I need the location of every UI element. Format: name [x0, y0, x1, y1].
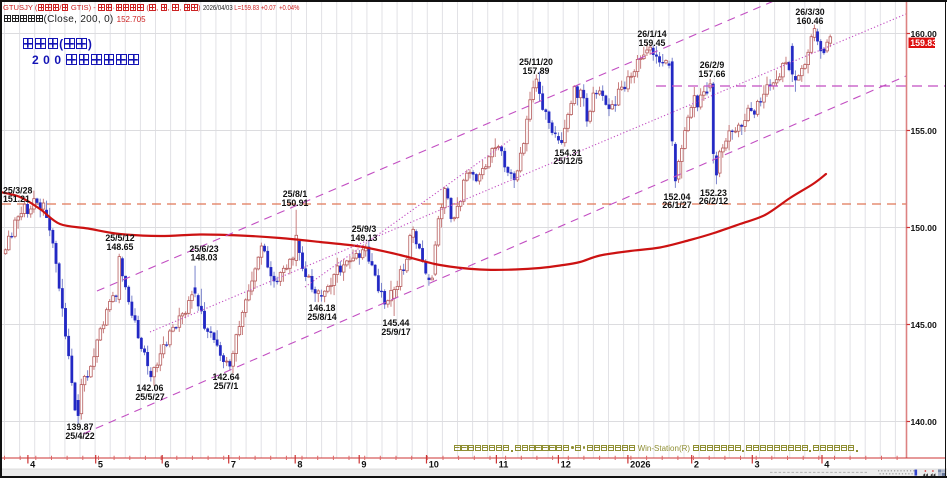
svg-text:148.65: 148.65 — [107, 242, 134, 252]
svg-text:9: 9 — [361, 460, 366, 470]
svg-text:145.44: 145.44 — [383, 318, 410, 328]
svg-text:159.45: 159.45 — [639, 38, 666, 48]
svg-text:25/9/3: 25/9/3 — [352, 224, 377, 234]
svg-text:148.03: 148.03 — [191, 253, 218, 263]
svg-text:2026: 2026 — [630, 460, 650, 470]
svg-text:12: 12 — [561, 460, 571, 470]
svg-text:154.31: 154.31 — [555, 148, 582, 158]
svg-text:26/3/30: 26/3/30 — [795, 7, 824, 17]
svg-text:145.00: 145.00 — [911, 320, 938, 330]
svg-text:25/11/20: 25/11/20 — [519, 57, 553, 67]
svg-text:8: 8 — [297, 460, 302, 470]
svg-text:25/8/14: 25/8/14 — [307, 312, 336, 322]
svg-text:25/7/1: 25/7/1 — [214, 381, 239, 391]
svg-text:25/12/5: 25/12/5 — [553, 156, 582, 166]
svg-text:152.23: 152.23 — [700, 188, 727, 198]
svg-text:2: 2 — [694, 460, 699, 470]
svg-text:10: 10 — [429, 460, 439, 470]
svg-text:140.00: 140.00 — [911, 417, 938, 427]
svg-text:7: 7 — [231, 460, 236, 470]
svg-text:4: 4 — [824, 460, 830, 470]
svg-text:152.04: 152.04 — [664, 192, 691, 202]
svg-text:26/1/14: 26/1/14 — [637, 29, 666, 39]
svg-text:159.83: 159.83 — [910, 38, 937, 48]
svg-text:151.21: 151.21 — [3, 194, 30, 204]
svg-text:157.89: 157.89 — [523, 66, 550, 76]
svg-text:25/5/12: 25/5/12 — [105, 233, 134, 243]
svg-text:25/6/23: 25/6/23 — [189, 244, 218, 254]
svg-text:160.46: 160.46 — [797, 16, 824, 26]
svg-text:26/1/27: 26/1/27 — [662, 200, 691, 210]
svg-text:25/9/17: 25/9/17 — [381, 327, 410, 337]
svg-text:25/5/27: 25/5/27 — [135, 392, 164, 402]
svg-text:6: 6 — [164, 460, 169, 470]
svg-text:26/2/12: 26/2/12 — [699, 196, 728, 206]
svg-text:150.91: 150.91 — [282, 198, 309, 208]
svg-text:150.00: 150.00 — [911, 223, 938, 233]
svg-text:142.64: 142.64 — [213, 372, 240, 382]
svg-text:142.06: 142.06 — [137, 383, 164, 393]
svg-text:25/8/1: 25/8/1 — [283, 189, 308, 199]
svg-text:139.87: 139.87 — [67, 422, 94, 432]
svg-text:149.13: 149.13 — [351, 233, 378, 243]
svg-text:11: 11 — [499, 460, 509, 470]
svg-text:146.18: 146.18 — [309, 303, 336, 313]
svg-text:25/4/22: 25/4/22 — [65, 431, 94, 441]
svg-text:4: 4 — [30, 460, 36, 470]
svg-text:25/3/28: 25/3/28 — [3, 186, 32, 196]
svg-text:26/2/9: 26/2/9 — [700, 60, 725, 70]
svg-text:3: 3 — [755, 460, 760, 470]
svg-text:160.00: 160.00 — [911, 29, 938, 39]
svg-text:157.66: 157.66 — [699, 69, 726, 79]
svg-text:155.00: 155.00 — [911, 126, 938, 136]
svg-text:5: 5 — [98, 460, 103, 470]
